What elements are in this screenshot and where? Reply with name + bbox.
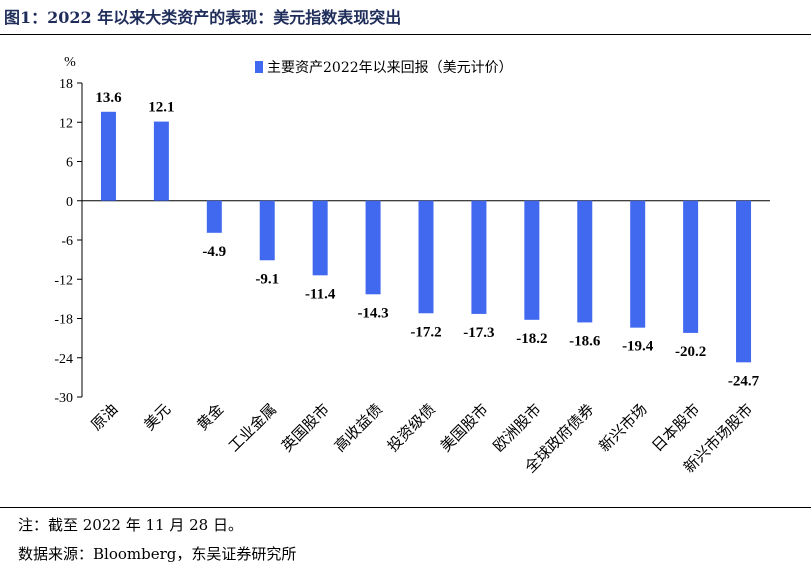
y-axis-unit: % xyxy=(64,55,76,70)
x-tick-label: 日本股市 xyxy=(648,400,703,455)
x-tick-label: 原油 xyxy=(87,400,121,434)
bar xyxy=(365,200,381,295)
bar xyxy=(630,200,646,328)
data-label: -11.4 xyxy=(305,286,336,302)
data-label: 12.1 xyxy=(148,100,174,116)
y-tick-label: -12 xyxy=(54,273,73,288)
bar xyxy=(418,200,434,314)
data-label: -17.2 xyxy=(410,324,441,340)
bar xyxy=(153,121,169,201)
chart-axes: 18 12 6 0 -6 -12 -18 -24 -30% xyxy=(54,55,770,406)
data-label: -20.2 xyxy=(675,344,706,360)
x-tick-label: 欧洲股市 xyxy=(490,400,545,455)
x-tick-label: 工业金属 xyxy=(225,400,280,455)
data-label: -4.9 xyxy=(202,244,226,260)
x-tick-label: 投资级债 xyxy=(384,400,439,455)
x-tick-label: 美元 xyxy=(140,400,174,434)
data-label: -18.6 xyxy=(569,333,601,349)
bar xyxy=(471,200,487,314)
chart-note: 注：截至 2022 年 11 月 28 日。 xyxy=(18,516,243,534)
y-tick-label: 12 xyxy=(59,116,73,131)
chart-bars xyxy=(100,111,752,363)
bar xyxy=(683,200,699,333)
y-tick-label: -30 xyxy=(54,391,73,406)
bar xyxy=(736,200,752,363)
bar xyxy=(524,200,540,320)
legend-label: 主要资产2022年以来回报（美元计价） xyxy=(267,60,513,76)
y-tick-label: -6 xyxy=(61,234,73,249)
chart-source: 数据来源：Bloomberg，东吴证券研究所 xyxy=(18,545,297,563)
chart-legend: 主要资产2022年以来回报（美元计价） xyxy=(255,60,513,76)
data-label: -9.1 xyxy=(255,271,279,287)
bar xyxy=(259,200,275,261)
y-tick-label: 18 xyxy=(59,77,73,92)
data-label: -19.4 xyxy=(622,339,654,355)
data-label: -24.7 xyxy=(728,373,760,389)
data-label: -17.3 xyxy=(463,325,494,341)
figure-title: 图1：2022 年以来大类资产的表现：美元指数表现突出 xyxy=(4,8,402,27)
bottom-rule xyxy=(0,507,811,508)
x-tick-label: 黄金 xyxy=(193,400,227,434)
bar xyxy=(206,200,222,233)
x-tick-label: 美国股市 xyxy=(437,400,492,455)
y-tick-label: -24 xyxy=(54,352,73,367)
x-tick-label: 英国股市 xyxy=(278,400,333,455)
y-tick-label: 0 xyxy=(66,195,73,210)
y-tick-label: -18 xyxy=(54,313,73,328)
x-tick-label: 高收益债 xyxy=(331,400,386,455)
bar xyxy=(312,200,328,276)
x-tick-label: 新兴市场 xyxy=(595,400,650,455)
legend-swatch xyxy=(255,61,263,73)
top-rule xyxy=(0,34,811,35)
data-label: -18.2 xyxy=(516,331,547,347)
y-tick-label: 6 xyxy=(66,156,73,171)
data-label: 13.6 xyxy=(95,90,122,106)
bar xyxy=(100,111,116,201)
data-label: -14.3 xyxy=(357,305,388,321)
bar xyxy=(577,200,593,323)
